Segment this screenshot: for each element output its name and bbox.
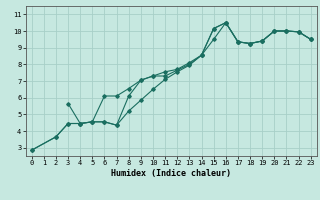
- X-axis label: Humidex (Indice chaleur): Humidex (Indice chaleur): [111, 169, 231, 178]
